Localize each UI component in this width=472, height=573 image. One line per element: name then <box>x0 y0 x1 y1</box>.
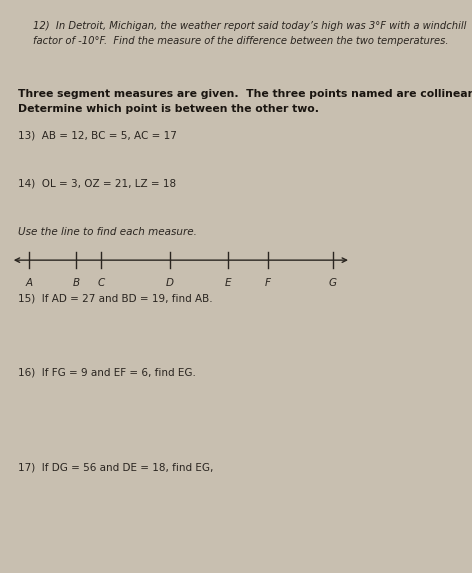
Text: G: G <box>329 278 337 288</box>
Text: 17)  If DG = 56 and DE = 18, find EG,: 17) If DG = 56 and DE = 18, find EG, <box>18 462 213 472</box>
Text: Determine which point is between the other two.: Determine which point is between the oth… <box>18 104 319 114</box>
Text: F: F <box>265 278 271 288</box>
Text: E: E <box>225 278 231 288</box>
Text: B: B <box>72 278 80 288</box>
Text: Three segment measures are given.  The three points named are collinear.: Three segment measures are given. The th… <box>18 89 472 99</box>
Text: A: A <box>25 278 33 288</box>
Text: 13)  AB = 12, BC = 5, AC = 17: 13) AB = 12, BC = 5, AC = 17 <box>18 131 177 140</box>
Text: Use the line to find each measure.: Use the line to find each measure. <box>18 227 197 237</box>
Text: 15)  If AD = 27 and BD = 19, find AB.: 15) If AD = 27 and BD = 19, find AB. <box>18 293 213 303</box>
Text: 12)  In Detroit, Michigan, the weather report said today’s high was 3°F with a w: 12) In Detroit, Michigan, the weather re… <box>33 21 466 31</box>
Text: C: C <box>98 278 105 288</box>
Text: factor of -10°F.  Find the measure of the difference between the two temperature: factor of -10°F. Find the measure of the… <box>33 36 448 45</box>
Text: 16)  If FG = 9 and EF = 6, find EG.: 16) If FG = 9 and EF = 6, find EG. <box>18 368 196 378</box>
Text: 14)  OL = 3, OZ = 21, LZ = 18: 14) OL = 3, OZ = 21, LZ = 18 <box>18 179 176 189</box>
Text: D: D <box>166 278 174 288</box>
